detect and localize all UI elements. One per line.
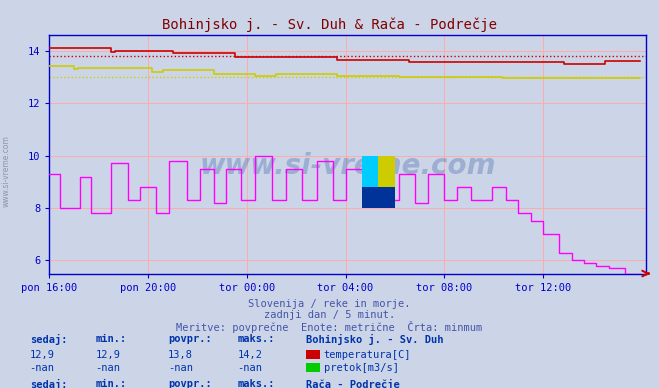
Text: sedaj:: sedaj: (30, 334, 67, 345)
Text: maks.:: maks.: (237, 379, 275, 388)
Bar (378, 156, 395, 187)
Text: -nan: -nan (237, 363, 262, 373)
Text: Bohinjsko j. - Sv. Duh: Bohinjsko j. - Sv. Duh (306, 334, 444, 345)
Text: povpr.:: povpr.: (168, 379, 212, 388)
Text: Meritve: povprečne  Enote: metrične  Črta: minmum: Meritve: povprečne Enote: metrične Črta:… (177, 321, 482, 333)
Text: sedaj:: sedaj: (30, 379, 67, 388)
Text: min.:: min.: (96, 334, 127, 345)
Text: www.si-vreme.com: www.si-vreme.com (2, 135, 11, 207)
Text: Rača - Podrečje: Rača - Podrečje (306, 379, 400, 388)
Text: -nan: -nan (168, 363, 193, 373)
Text: -nan: -nan (96, 363, 121, 373)
Text: Bohinjsko j. - Sv. Duh & Rača - Podrečje: Bohinjsko j. - Sv. Duh & Rača - Podrečje (162, 17, 497, 32)
Text: temperatura[C]: temperatura[C] (324, 350, 411, 360)
Bar (362, 156, 395, 208)
Text: min.:: min.: (96, 379, 127, 388)
Text: povpr.:: povpr.: (168, 334, 212, 345)
Text: pretok[m3/s]: pretok[m3/s] (324, 363, 399, 373)
Text: www.si-vreme.com: www.si-vreme.com (200, 152, 496, 180)
Text: zadnji dan / 5 minut.: zadnji dan / 5 minut. (264, 310, 395, 320)
Text: 14,2: 14,2 (237, 350, 262, 360)
Text: 12,9: 12,9 (96, 350, 121, 360)
Text: Slovenija / reke in morje.: Slovenija / reke in morje. (248, 299, 411, 309)
Text: maks.:: maks.: (237, 334, 275, 345)
Text: 13,8: 13,8 (168, 350, 193, 360)
Bar (362, 156, 378, 187)
Text: 12,9: 12,9 (30, 350, 55, 360)
Text: -nan: -nan (30, 363, 55, 373)
